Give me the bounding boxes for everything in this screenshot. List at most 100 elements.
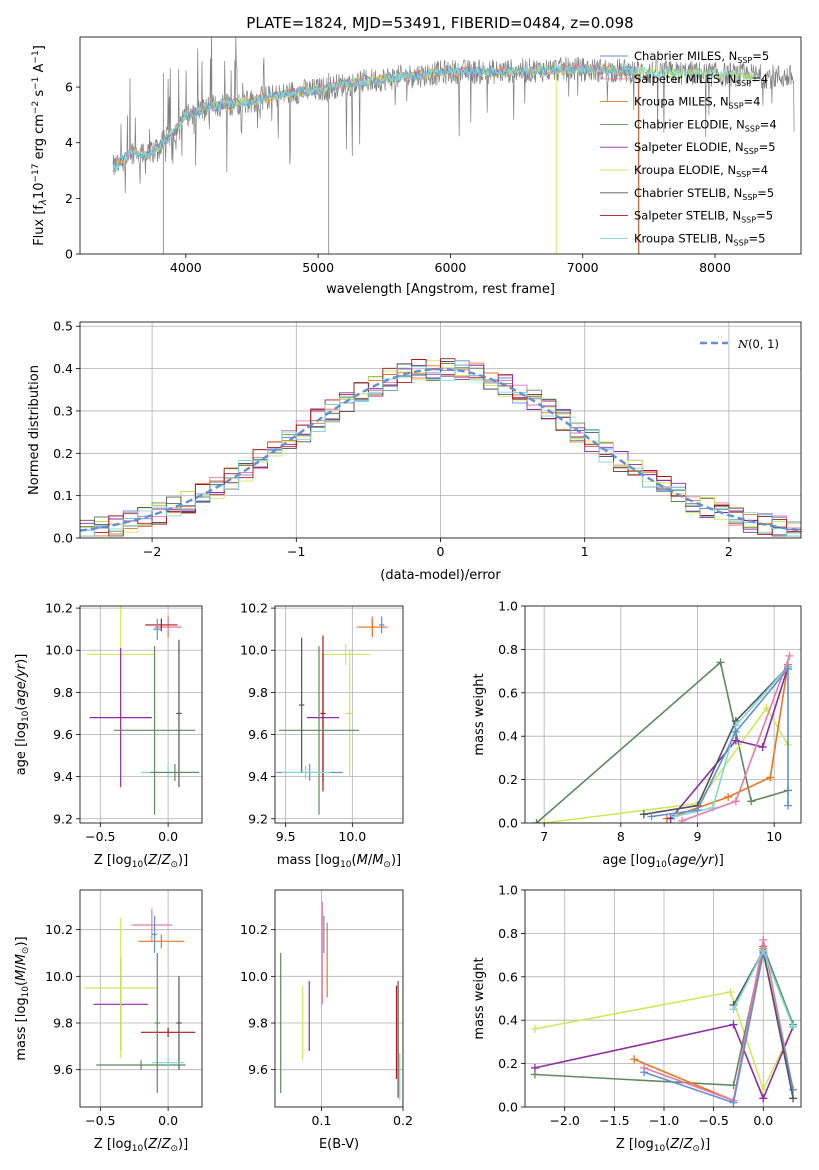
y-tick-label: 0.2 (53, 446, 73, 461)
y-tick-label: 10.2 (45, 601, 73, 616)
y-label-part: ⊙ (21, 947, 31, 955)
legend-value: =5 (752, 49, 769, 63)
label-part: mass [log (277, 853, 340, 868)
label-part: ⊙ (170, 860, 178, 870)
y-tick-label: 0.0 (53, 531, 73, 546)
plot-area (80, 606, 202, 823)
legend-value: =4 (751, 163, 768, 177)
label-part: )] (391, 853, 401, 868)
y-tick-label: 9.6 (248, 1062, 268, 1077)
axes-frame (274, 889, 404, 1108)
y-axis-label: Normed distribution (27, 365, 42, 495)
model-spectrum-4 (112, 64, 755, 172)
weight-marker (726, 987, 735, 996)
legend-name: Kroupa STELIB, N (634, 231, 734, 245)
label-part: Z (161, 1137, 172, 1152)
weight-marker (729, 1005, 738, 1014)
legend-label: Kroupa STELIB, NSSP=5 (634, 231, 765, 247)
x-tick-label: 0.0 (158, 1113, 178, 1128)
weight-marker (759, 1094, 768, 1103)
x-tick-label: 2 (725, 544, 733, 559)
observed-spectrum (112, 37, 795, 194)
weight-marker (540, 819, 549, 823)
y-tick-label: 0.0 (498, 816, 518, 831)
weight-marker (783, 801, 792, 810)
label-part: 10 (132, 1144, 144, 1154)
y-label-part: 10 (21, 710, 31, 722)
weight-marker (747, 797, 756, 806)
weight-marker (729, 1020, 738, 1029)
x-tick-label: −0.5 (698, 1113, 728, 1128)
model-spectrum-1 (112, 63, 636, 166)
y-tick-label: 0.4 (498, 1013, 518, 1028)
legend-sub: SSP (745, 124, 760, 133)
y-tick-label: 2 (65, 191, 73, 206)
weight-line-0 (535, 660, 789, 823)
y-label-part: −2 (31, 101, 41, 114)
y-label-part: )] (14, 936, 29, 946)
y-tick-label: 0.6 (498, 685, 518, 700)
y-label-part: ] (32, 45, 47, 50)
x-axis-label: mass [log10(M/M⊙)] (277, 853, 401, 870)
x-tick-label: 10 (766, 829, 782, 844)
x-tick-label: 0.2 (393, 1113, 413, 1128)
panel-massweight_vs_Z: −2.0 −1.5 −1.0 −0.5 0.0 0.0 0.2 0.4 0.6 0.8 1.0 Z [… (472, 883, 802, 1154)
axes-frame (524, 605, 802, 824)
weight-line-1 (534, 1023, 794, 1101)
label-part: ( (143, 853, 148, 868)
y-label-part: mass [log (14, 997, 29, 1060)
axes-frame (524, 889, 802, 1108)
y-tick-label: 9.4 (53, 769, 73, 784)
legend-sub: SSP (729, 102, 744, 111)
y-tick-label: 10.2 (240, 922, 268, 937)
legend-value: =5 (757, 186, 774, 200)
legend-sub: SSP (741, 216, 756, 225)
legend-sub: SSP (742, 193, 757, 202)
legend-label: Salpeter ELODIE, NSSP=5 (634, 140, 776, 156)
legend-name: Salpeter STELIB, N (634, 209, 741, 223)
panel-mass_vs_EBV: 0.1 0.2 9.6 9.8 10.0 10.2 E(B-V) (240, 889, 413, 1152)
y-tick-label: 10.2 (240, 601, 268, 616)
x-tick-label: −0.5 (85, 829, 115, 844)
x-tick-label: 9 (694, 829, 702, 844)
y-label-part: −1 (31, 50, 41, 63)
label-part: 10 (655, 860, 667, 870)
weight-marker (759, 935, 768, 944)
legend-value: =4 (744, 95, 761, 109)
legend-n: N (737, 337, 749, 351)
label-part: 10 (340, 860, 352, 870)
legend-value: =5 (749, 231, 766, 245)
legend-label: Kroupa ELODIE, NSSP=4 (634, 163, 768, 179)
legend-label: Chabrier ELODIE, NSSP=4 (634, 117, 777, 133)
legend-name: Chabrier STELIB, N (634, 186, 742, 200)
legend-value: =4 (760, 117, 777, 131)
label-part: age/yr (672, 853, 715, 868)
label-part: / (157, 1137, 162, 1152)
y-tick-label: 0.2 (498, 772, 518, 787)
label-part: / (368, 853, 373, 868)
weight-line-5 (674, 666, 789, 818)
y-tick-label: 9.8 (248, 1016, 268, 1031)
weight-marker (789, 1085, 798, 1094)
label-part: M (357, 853, 368, 868)
label-part: ⊙ (170, 1144, 178, 1154)
y-label-part: 10 (32, 183, 47, 200)
weight-line-4 (643, 666, 789, 816)
y-tick-label: 0 (65, 247, 73, 262)
x-tick-label: 9.5 (276, 829, 296, 844)
y-tick-label: 9.2 (248, 811, 268, 826)
label-part: Z [log (94, 1137, 132, 1152)
x-tick-label: 4000 (170, 260, 202, 275)
y-tick-label: 1.0 (498, 883, 518, 898)
x-tick-label: 5000 (302, 260, 334, 275)
y-label-part: Flux [f (32, 205, 47, 246)
weight-marker (729, 1098, 738, 1107)
label-part: / (157, 853, 162, 868)
plot-area (525, 606, 801, 823)
legend-name: Kroupa ELODIE, N (634, 163, 736, 177)
legend-name: Salpeter MILES, N (634, 72, 736, 86)
label-part: )] (178, 1137, 188, 1152)
legend-label: Kroupa MILES, NSSP=4 (634, 95, 760, 111)
weight-marker (647, 812, 656, 821)
label-part: age [log (602, 853, 655, 868)
